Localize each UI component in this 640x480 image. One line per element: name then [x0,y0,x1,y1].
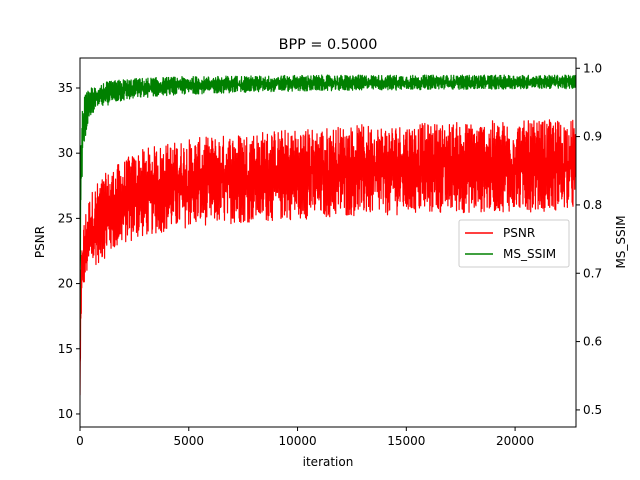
y-axis-left: 10 15 20 25 30 35 [58,81,80,421]
y-tick: 30 [58,146,80,160]
y2-tick: 0.5 [576,403,602,417]
legend-box [458,219,570,268]
y-tick: 20 [58,277,80,291]
y2-tick: 0.8 [576,198,602,212]
y2-tick-label: 0.9 [583,130,602,144]
y2-axis-label: MS_SSIM [614,215,628,268]
y-axis-right: 0.5 0.6 0.7 0.8 0.9 1.0 [576,61,602,417]
x-tick-label: 5000 [173,434,204,448]
x-tick-label: 0 [76,434,84,448]
y2-tick-label: 1.0 [583,61,602,75]
x-axis-label: iteration [303,455,354,469]
y2-tick-label: 0.5 [583,403,602,417]
y-tick: 15 [58,342,80,356]
y-tick: 35 [58,81,80,95]
chart-title: BPP = 0.5000 [279,37,378,53]
x-axis: 0 5000 10000 15000 20000 [76,427,534,448]
x-tick: 15000 [387,427,425,448]
legend-item: PSNR [465,226,535,240]
x-tick: 20000 [496,427,534,448]
y2-tick: 1.0 [576,61,602,75]
legend-item: MS_SSIM [465,247,556,261]
x-tick: 0 [76,427,84,448]
y-tick: 25 [58,211,80,225]
x-tick: 10000 [278,427,317,448]
series-layer [80,74,576,396]
series-line-ms-ssim [80,74,576,341]
y2-tick-label: 0.7 [583,266,602,280]
legend-label: PSNR [503,226,535,240]
y-tick-label: 30 [58,146,73,160]
y2-tick: 0.9 [576,130,602,144]
y2-tick-label: 0.8 [583,198,602,212]
y2-tick-label: 0.6 [583,335,602,349]
legend-label: MS_SSIM [503,247,556,261]
y2-tick: 0.6 [576,335,602,349]
y2-tick: 0.7 [576,266,602,280]
x-tick: 5000 [173,427,204,448]
series-line-psnr [80,119,576,396]
y-axis-label: PSNR [33,226,47,258]
y-tick-label: 20 [58,277,73,291]
y-tick: 10 [58,407,80,421]
x-tick-label: 10000 [278,434,316,448]
x-tick-label: 20000 [496,434,534,448]
legend: PSNR MS_SSIM [458,219,570,268]
y-tick-label: 10 [58,407,73,421]
y-tick-label: 25 [58,211,73,225]
y-tick-label: 15 [58,342,73,356]
y-tick-label: 35 [58,81,73,95]
x-tick-label: 15000 [387,434,425,448]
plot-frame [79,57,577,428]
